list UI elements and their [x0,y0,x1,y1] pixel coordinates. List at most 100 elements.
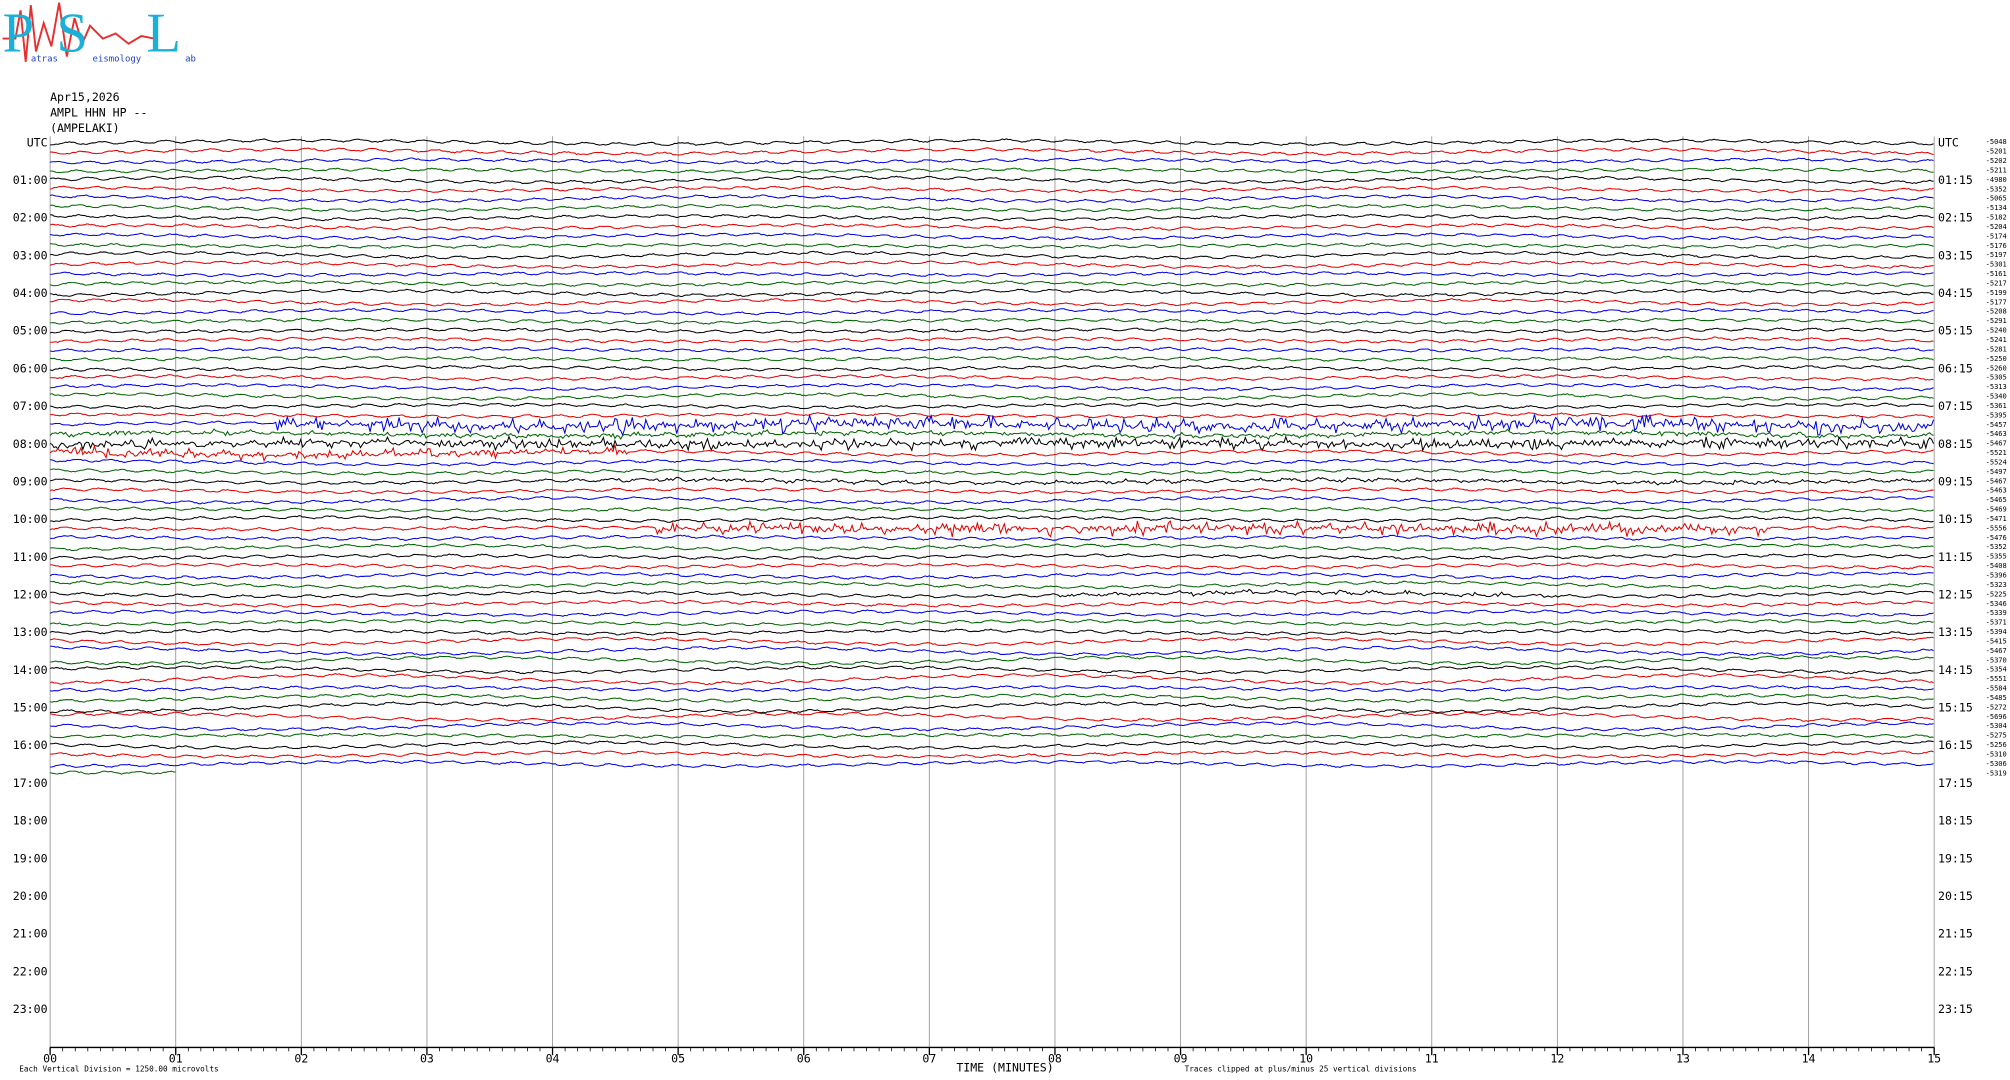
trace-offset: -5471 [1986,514,2007,523]
x-tick-label: 05 [671,1052,685,1066]
x-tick-label: 02 [294,1052,308,1066]
trace-offset: -5208 [1986,307,2007,316]
trace-offset: -5354 [1986,665,2007,674]
trace-offset: -5260 [1986,363,2007,372]
trace [50,402,1934,410]
trace [50,685,1934,693]
trace [50,711,1934,723]
trace-offset: -5176 [1986,241,2007,250]
trace [49,242,1934,249]
hour-label: 11:15 [1938,550,1973,564]
trace-offset: -5370 [1986,655,2007,664]
x-tick-label: 04 [546,1052,560,1066]
trace-offset: -5394 [1986,627,2007,636]
hour-label: 20:15 [1938,889,1973,903]
trace [49,194,1934,204]
trace-offset: -5197 [1986,250,2007,259]
hour-label: 15:15 [1938,701,1973,715]
site: (AMPELAKI) [50,121,120,135]
trace [49,232,1934,241]
trace-offset: -5395 [1986,410,2007,419]
hour-label: 07:15 [1938,399,1973,413]
trace-offset: -5346 [1986,599,2007,608]
trace [50,336,1934,344]
hour-label: 16:00 [13,738,48,752]
trace-offset: -5199 [1986,288,2007,297]
trace-offset: -5696 [1986,712,2007,721]
trace-offset: -5521 [1986,448,2007,457]
trace [50,374,1934,382]
x-tick-label: 06 [797,1052,811,1066]
trace-offset: -5323 [1986,580,2007,589]
x-tick-label: 14 [1802,1052,1816,1066]
trace-offset: -5467 [1986,439,2007,448]
trace-offset: -5463 [1986,429,2007,438]
hour-label: 08:00 [13,437,48,451]
x-tick-label: 15 [1927,1052,1941,1066]
trace-offset: -5556 [1986,523,2007,532]
logo-word: eismology [93,55,142,65]
hour-label: 17:15 [1938,776,1973,790]
trace-offset: -5457 [1986,420,2007,429]
trace [49,223,1934,231]
trace [50,759,1934,769]
trace [49,636,1934,647]
trace [49,701,1934,714]
hour-label: 12:15 [1938,587,1973,601]
hour-label: 05:15 [1938,324,1973,338]
trace [50,185,1934,193]
hour-label: 02:00 [13,211,48,225]
hour-label: 11:00 [13,550,48,564]
trace [50,138,1934,147]
hour-label: 13:00 [13,625,48,639]
trace-offset: -5291 [1986,316,2007,325]
trace-offset: -5217 [1986,278,2007,287]
trace [49,260,1934,269]
trace-offset: -5134 [1986,203,2007,212]
hour-label: 16:15 [1938,738,1973,752]
trace-offset: -5467 [1986,646,2007,655]
hour-label: 12:00 [13,587,48,601]
trace [49,279,1934,288]
trace [49,519,1934,538]
trace-offset: -5174 [1986,231,2007,240]
trace [49,487,1934,495]
trace [50,213,1934,222]
hour-label: 22:00 [13,964,48,978]
hour-label: 01:15 [1938,173,1973,187]
trace [50,468,1934,476]
trace [50,543,1934,552]
logo-letter: L [147,3,182,65]
x-tick-label: 13 [1676,1052,1690,1066]
trace-offset: -5319 [1986,768,2007,777]
trace [49,157,1934,165]
trace-offset: -5305 [1986,373,2007,382]
x-tick-label: 12 [1550,1052,1564,1066]
trace-offset: -5211 [1986,165,2007,174]
trace [49,628,1934,636]
trace [49,770,176,775]
hour-label: 04:00 [13,286,48,300]
trace-offset: -5204 [1986,222,2007,231]
date: Apr15,2026 [50,90,120,104]
trace-offset: -5396 [1986,571,2007,580]
trace-offset: -5340 [1986,392,2007,401]
trace-offset: -5361 [1986,401,2007,410]
trace-offset: -5408 [1986,561,2007,570]
trace-offset: -5240 [1986,326,2007,335]
trace-offset: -5497 [1986,467,2007,476]
trace [50,506,1934,513]
trace [49,435,1935,453]
trace-offset: -5201 [1986,147,2007,156]
x-tick-label: 10 [1299,1052,1313,1066]
x-tick-label: 01 [169,1052,183,1066]
hour-label: 06:00 [13,361,48,375]
trace [50,167,1934,174]
hour-label: 23:00 [13,1002,48,1016]
trace-offset: -5524 [1986,457,2007,466]
trace [50,599,1934,608]
trace-offset: -5048 [1986,137,2007,146]
hour-label: 19:00 [13,851,48,865]
trace-offset: -5182 [1986,213,2007,222]
